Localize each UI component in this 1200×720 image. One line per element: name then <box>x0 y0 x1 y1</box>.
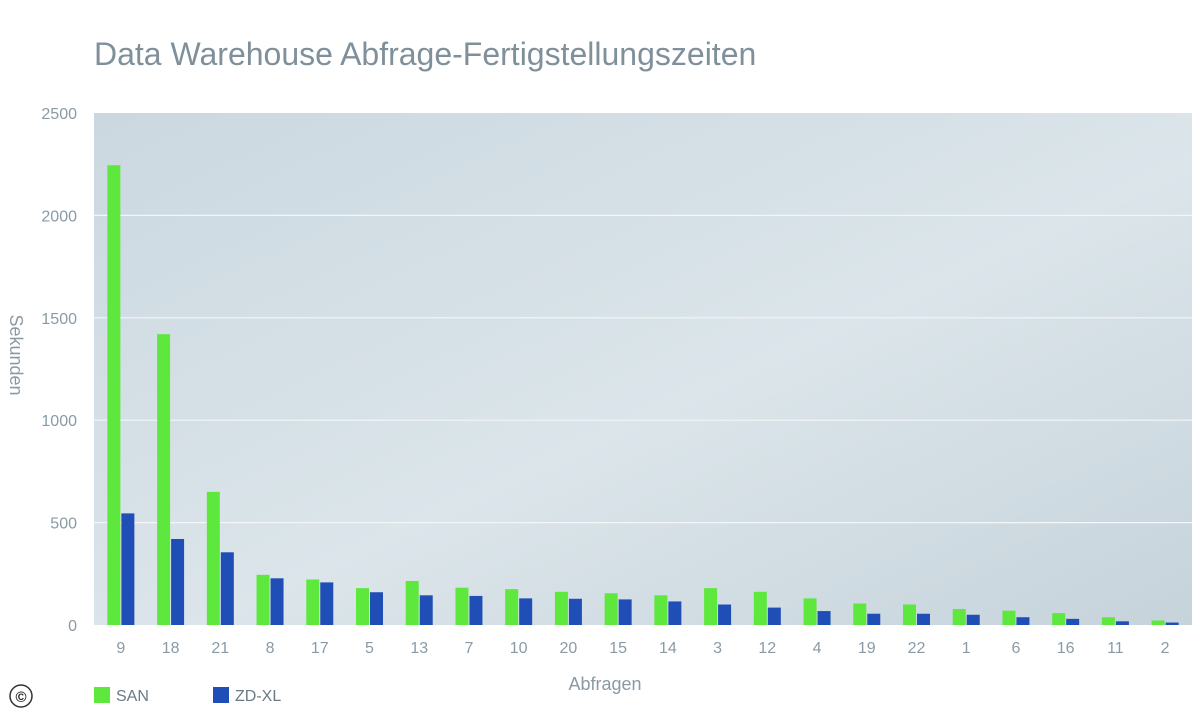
x-tick-label: 21 <box>211 640 229 657</box>
x-tick-label: 3 <box>713 640 722 657</box>
bar-san-20 <box>554 591 568 625</box>
bar-zdxl-15 <box>618 599 632 625</box>
bar-zdxl-16 <box>1066 618 1080 625</box>
bar-zdxl-7 <box>469 595 483 625</box>
bar-san-16 <box>1052 613 1066 625</box>
bar-san-8 <box>256 574 270 625</box>
bar-san-7 <box>455 587 469 625</box>
x-tick-label: 6 <box>1012 640 1021 657</box>
bars <box>107 165 1179 625</box>
bar-san-19 <box>853 603 867 625</box>
x-tick-label: 13 <box>410 640 428 657</box>
y-tick-label: 500 <box>50 516 77 533</box>
bar-zdxl-6 <box>1016 617 1030 625</box>
grid-lines <box>94 214 1192 524</box>
legend-swatch-zdxl <box>213 687 229 703</box>
legend-swatch-san <box>94 687 110 703</box>
bar-san-13 <box>405 580 419 625</box>
bar-zdxl-1 <box>966 614 980 625</box>
y-tick-label: 2500 <box>41 106 77 123</box>
x-tick-label: 14 <box>659 640 677 657</box>
bar-san-14 <box>654 595 668 625</box>
bar-san-12 <box>753 591 767 625</box>
x-tick-label: 11 <box>1107 640 1124 657</box>
bar-san-3 <box>704 588 718 625</box>
bar-zdxl-12 <box>767 607 781 625</box>
x-tick-label: 19 <box>858 640 876 657</box>
bar-zdxl-20 <box>568 598 582 625</box>
bar-san-22 <box>903 604 916 625</box>
bar-zdxl-21 <box>220 552 234 625</box>
bar-zdxl-8 <box>270 578 284 625</box>
bar-san-11 <box>1101 617 1115 625</box>
y-tick-label: 1500 <box>41 311 77 328</box>
x-tick-label: 1 <box>962 640 971 657</box>
bar-zdxl-13 <box>419 595 433 625</box>
x-tick-label: 4 <box>813 640 822 657</box>
x-tick-label: 7 <box>465 640 474 657</box>
x-axis-label: Abfragen <box>568 674 641 694</box>
x-tick-label: 2 <box>1161 640 1170 657</box>
x-tick-label: 10 <box>510 640 528 657</box>
bar-zdxl-19 <box>867 613 881 625</box>
bar-san-10 <box>505 589 519 625</box>
y-tick-label: 1000 <box>41 413 77 430</box>
plot-area <box>94 113 1192 625</box>
bar-san-17 <box>306 579 320 625</box>
bar-zdxl-17 <box>320 582 334 625</box>
legend-label-san: SAN <box>116 688 149 705</box>
x-tick-label: 18 <box>162 640 180 657</box>
y-axis-ticks: 0 500 1000 1500 2000 2500 <box>41 106 77 635</box>
x-tick-label: 5 <box>365 640 374 657</box>
bar-zdxl-14 <box>668 601 682 625</box>
bar-zdxl-22 <box>917 613 930 625</box>
legend-label-zdxl: ZD-XL <box>235 688 281 705</box>
bar-zdxl-11 <box>1115 621 1129 625</box>
bar-san-2 <box>1151 620 1165 625</box>
bar-zdxl-18 <box>171 538 185 625</box>
x-tick-label: 17 <box>311 640 329 657</box>
copyright-badge: © <box>9 684 33 708</box>
x-tick-label: 12 <box>758 640 776 657</box>
x-axis-ticks: 9 18 21 8 17 5 13 7 10 20 15 14 3 12 4 19 22 1 6 16 11 2 <box>116 640 1169 657</box>
bar-san-1 <box>952 609 966 625</box>
x-tick-label: 20 <box>560 640 578 657</box>
x-tick-label: 22 <box>908 640 926 657</box>
bar-san-4 <box>803 598 817 625</box>
y-tick-label: 0 <box>68 618 77 635</box>
bar-zdxl-3 <box>718 604 732 625</box>
bar-san-5 <box>356 588 369 625</box>
bar-zdxl-9 <box>121 513 135 625</box>
x-tick-label: 8 <box>266 640 275 657</box>
bar-zdxl-4 <box>817 611 831 625</box>
copyright-icon: © <box>15 689 26 706</box>
x-tick-label: 15 <box>609 640 627 657</box>
bar-san-9 <box>107 165 121 625</box>
legend: SAN ZD-XL <box>94 687 281 705</box>
bar-san-15 <box>604 593 618 625</box>
y-tick-label: 2000 <box>41 208 77 225</box>
chart-title: Data Warehouse Abfrage-Fertigstellungsze… <box>94 36 756 72</box>
bar-san-21 <box>206 491 220 625</box>
bar-zdxl-5 <box>370 592 383 625</box>
bar-zdxl-10 <box>519 598 533 625</box>
bar-san-6 <box>1002 610 1016 625</box>
bar-zdxl-2 <box>1165 622 1179 625</box>
bar-san-18 <box>157 334 171 625</box>
x-tick-label: 9 <box>116 640 125 657</box>
y-axis-label: Sekunden <box>6 314 26 395</box>
x-tick-label: 16 <box>1057 640 1075 657</box>
